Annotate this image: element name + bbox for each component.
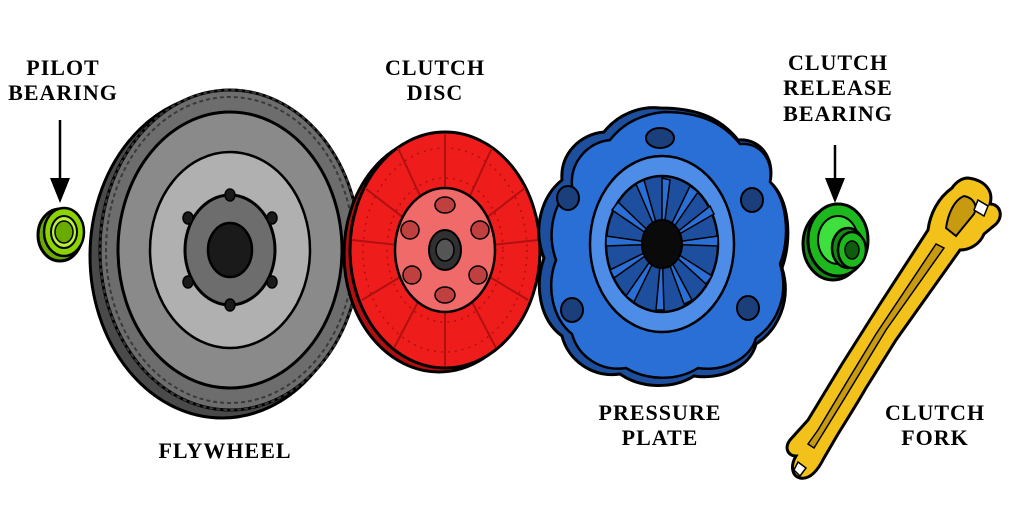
pressure-plate-part [539, 108, 788, 386]
clutch-disc-part [344, 132, 540, 372]
release-bearing-part [803, 204, 868, 280]
clutch-fork-label: CLUTCH FORK [870, 400, 1000, 451]
pilot-bearing-part [38, 208, 84, 261]
clutch-disc-label: CLUTCH DISC [370, 55, 500, 106]
pilot-bearing-label: PILOT BEARING [8, 55, 118, 106]
flywheel-part [90, 90, 360, 418]
pressure-plate-label: PRESSURE PLATE [575, 400, 745, 451]
flywheel-label: FLYWHEEL [140, 438, 310, 463]
release-bearing-label: CLUTCH RELEASE BEARING [768, 50, 908, 126]
